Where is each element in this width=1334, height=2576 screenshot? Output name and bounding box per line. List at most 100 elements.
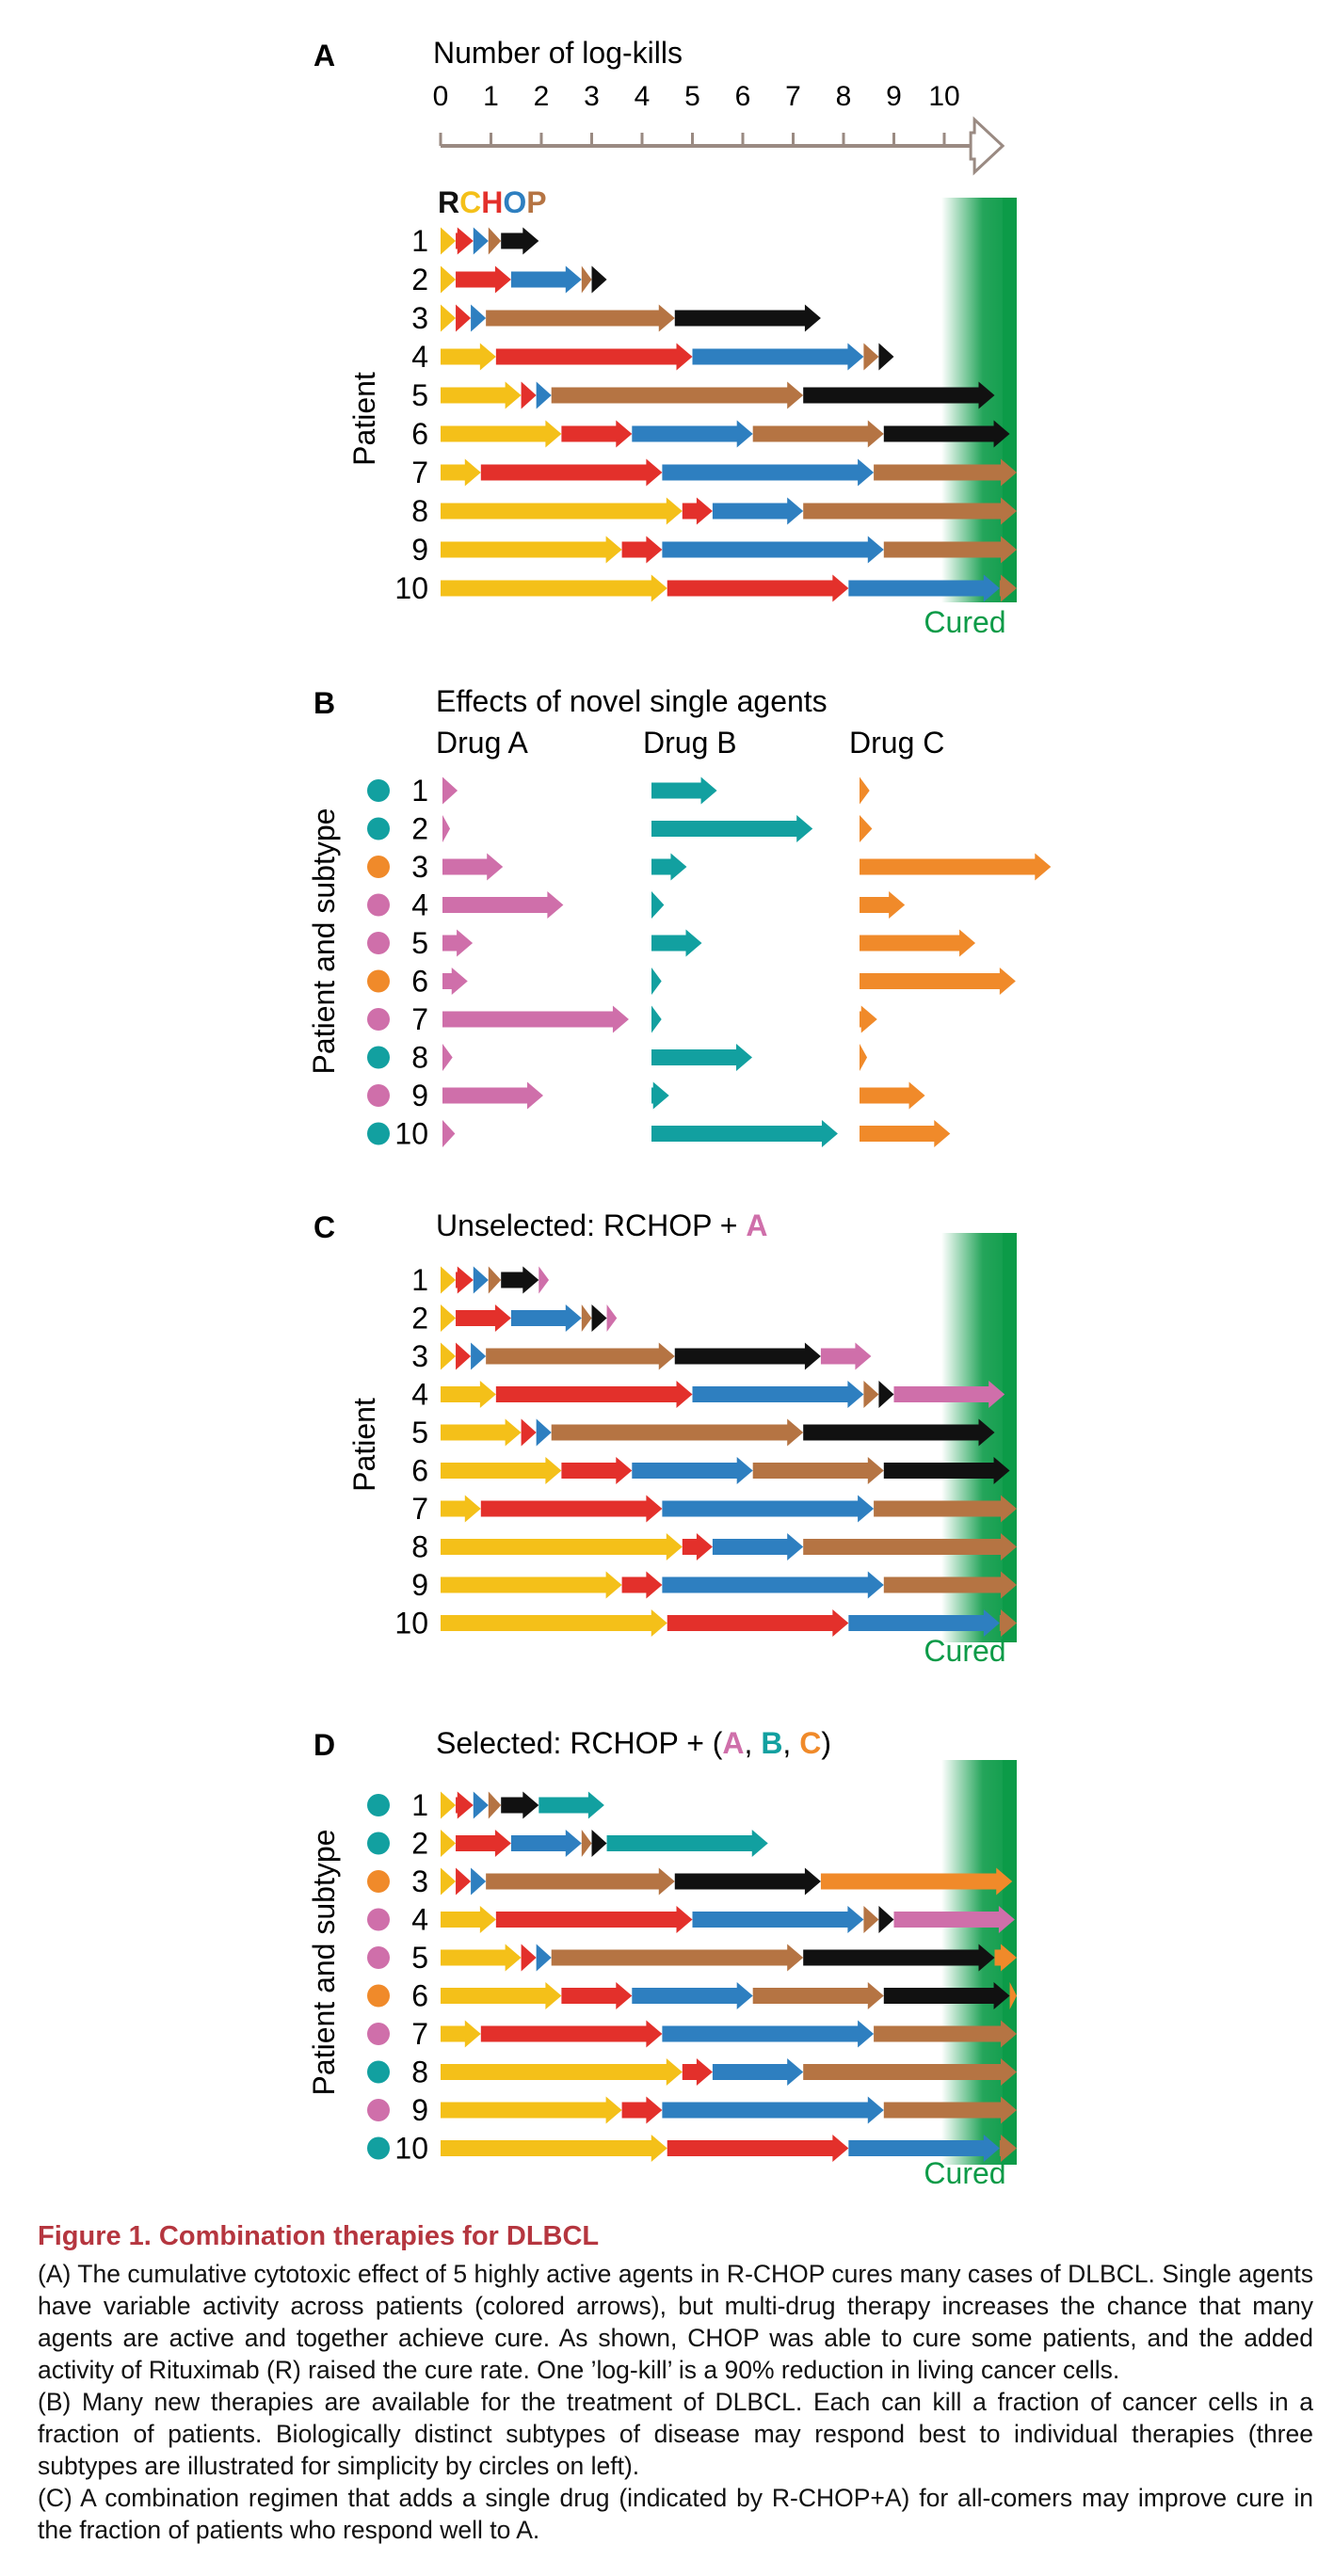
panel-c-arrow-C xyxy=(441,1266,457,1294)
panel-a-arrow-H xyxy=(521,381,537,409)
panel-c-letter: C xyxy=(313,1210,335,1244)
panel-b-subtype-dot xyxy=(367,1046,390,1069)
panel-c-arrow-O xyxy=(848,1609,1000,1637)
panel-d-arrow-H xyxy=(456,1830,511,1857)
panel-d-arrow-C xyxy=(441,1982,562,2009)
panel-d-subtype-dot xyxy=(367,1984,390,2008)
drug-c-header: Drug C xyxy=(849,726,944,760)
panel-d-patient-label: 4 xyxy=(411,1903,428,1937)
panel-b-drug-a-arrow xyxy=(442,929,474,957)
panel-c-arrow-O xyxy=(473,1266,489,1294)
caption-paragraph-a: (A) The cumulative cytotoxic effect of 5… xyxy=(38,2260,1313,2384)
panel-c-patient-label: 5 xyxy=(411,1416,428,1449)
panel-a-patient-label: 4 xyxy=(411,340,428,374)
panel-d-title: Selected: RCHOP + (A, B, C) xyxy=(436,1726,831,1760)
panel-a-arrow-P xyxy=(999,574,1017,602)
panel-b-drug-c-arrow xyxy=(860,1005,877,1033)
axis-tick-label: 5 xyxy=(684,81,700,112)
figure-canvas: A Number of log-kills 0 1 2 3 4 5 6 7 8 9 10 RCHOP… xyxy=(307,36,1052,2190)
panel-a-patient-label: 7 xyxy=(411,456,428,489)
panel-a-arrow-H xyxy=(561,420,633,448)
panel-d-arrow-C xyxy=(441,1944,522,1972)
legend-letter-o: O xyxy=(503,185,526,219)
panel-b-drug-a-arrow xyxy=(442,853,504,881)
axis-tick-label: 1 xyxy=(483,81,499,112)
panel-b-drug-b-arrow xyxy=(651,1081,669,1110)
panel-b-drug-a-arrow xyxy=(442,1120,456,1147)
panel-d-arrow-O xyxy=(510,1830,582,1857)
panel-c-arrow-A xyxy=(538,1266,550,1294)
panel-c-arrow-H xyxy=(480,1495,663,1523)
panel-d-arrow-O xyxy=(662,2096,884,2124)
panel-d-arrow-H xyxy=(456,1867,472,1896)
panel-a-arrow-H xyxy=(480,458,663,487)
panel-c-arrow-P xyxy=(581,1304,592,1332)
panel-b-patient-label: 6 xyxy=(411,965,428,999)
panel-d-arrow-R xyxy=(883,1982,1010,2009)
panel-d-arrow-R xyxy=(501,1791,539,1819)
panel-d-arrow-Cdrug xyxy=(994,1944,1017,1972)
panel-c-arrow-R xyxy=(674,1342,821,1370)
panel-d-arrow-P xyxy=(883,2096,1017,2124)
panel-c-arrow-H xyxy=(667,1609,849,1637)
axis-tick-label: 10 xyxy=(928,81,959,112)
panel-c-arrow-P xyxy=(803,1533,1017,1560)
panel-d-subtype-dot xyxy=(367,1832,390,1855)
panel-c-arrow-O xyxy=(662,1495,875,1523)
panel-d-arrow-P xyxy=(488,1791,502,1819)
panel-d-arrow-P xyxy=(551,1944,804,1972)
panel-b-patient-label: 1 xyxy=(411,774,428,808)
panel-d-arrow-P xyxy=(863,1906,879,1933)
panel-b-drug-b-arrow xyxy=(651,968,662,995)
panel-b-subtype-dot xyxy=(367,969,390,993)
panel-c-arrow-H xyxy=(521,1418,537,1447)
panel-a-patient-label: 10 xyxy=(394,571,428,605)
panel-b-drug-c-arrow xyxy=(860,815,873,842)
log-kill-axis: 0 1 2 3 4 5 6 7 8 9 10 xyxy=(433,81,1005,176)
panel-d-subtype-dot xyxy=(367,1870,390,1893)
panel-d-subtype-dot xyxy=(367,2023,390,2045)
panel-c-arrow-C xyxy=(441,1571,622,1599)
panel-c-arrow-H xyxy=(682,1533,713,1560)
panel-c-ylabel: Patient xyxy=(347,1398,381,1492)
panel-a-arrow-C xyxy=(441,304,457,332)
panel-a-cured-label: Cured xyxy=(924,605,1005,639)
panel-d-arrow-H xyxy=(495,1906,693,1933)
axis-tick-label: 9 xyxy=(886,81,902,112)
panel-a-arrow-O xyxy=(848,574,1000,602)
panel-c-arrow-R xyxy=(501,1266,539,1294)
panel-c-patient-label: 3 xyxy=(411,1339,428,1373)
drug-a-header: Drug A xyxy=(436,726,528,760)
panel-c-arrow-O xyxy=(510,1304,582,1332)
panel-c-arrow-C xyxy=(441,1609,667,1637)
panel-c-arrow-C xyxy=(441,1533,683,1560)
panel-d-arrow-C xyxy=(441,1791,457,1819)
panel-d-arrow-H xyxy=(521,1944,537,1972)
panel-b-patient-label: 4 xyxy=(411,888,428,922)
panel-c-patient-label: 4 xyxy=(411,1378,428,1412)
panel-a-arrow-O xyxy=(692,343,864,371)
panel-a-arrow-C xyxy=(441,381,522,409)
panel-c-arrow-O xyxy=(662,1571,884,1599)
panel-c-arrow-R xyxy=(878,1381,894,1408)
panel-b-patient-label: 9 xyxy=(411,1079,428,1112)
panel-b-subtype-dot xyxy=(367,779,390,802)
panel-d-arrow-P xyxy=(752,1982,884,2009)
panel-b-drug-b-arrow xyxy=(651,815,813,842)
panel-a-arrow-H xyxy=(621,536,663,564)
panel-c-title: Unselected: RCHOP + A xyxy=(436,1208,767,1242)
panel-b-drug-c-arrow xyxy=(860,853,1052,881)
panel-c-arrow-H xyxy=(561,1457,633,1484)
panel-c-arrow-P xyxy=(863,1381,879,1408)
panel-d-patient-label: 7 xyxy=(411,2017,428,2051)
panel-d-arrow-R xyxy=(674,1867,821,1896)
axis-tick-label: 3 xyxy=(584,81,600,112)
panel-c-arrow-H xyxy=(621,1571,663,1599)
panel-c-arrow-A xyxy=(893,1381,1005,1408)
panel-d-arrow-O xyxy=(848,2135,1000,2162)
legend-letter-r: R xyxy=(438,185,459,219)
panel-a-arrow-P xyxy=(803,497,1017,525)
panel-c-arrow-C xyxy=(441,1381,496,1408)
panel-a-patient-label: 8 xyxy=(411,494,428,528)
